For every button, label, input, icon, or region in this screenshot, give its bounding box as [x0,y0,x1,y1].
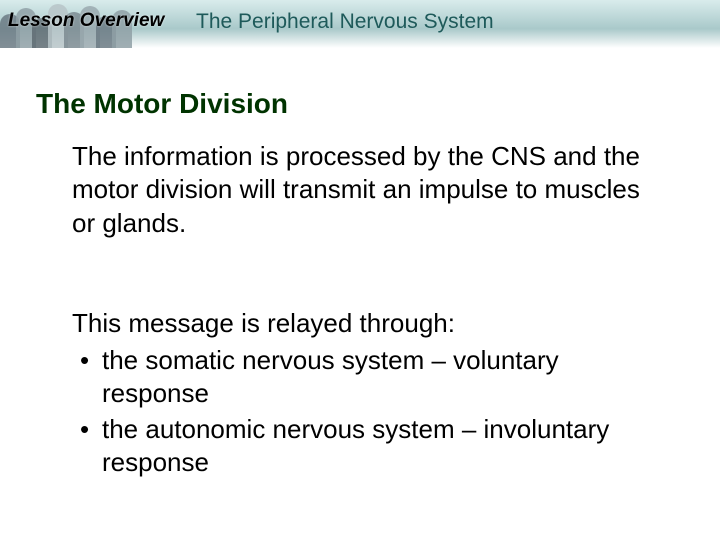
header-title: The Peripheral Nervous System [196,10,494,34]
header-bar: Lesson Overview The Peripheral Nervous S… [0,0,720,48]
relay-bullet-list: the somatic nervous system – voluntary r… [72,344,652,481]
body-paragraph: The information is processed by the CNS … [72,140,652,240]
lesson-overview-label: Lesson Overview [8,10,164,32]
section-title: The Motor Division [36,88,288,120]
list-item: the autonomic nervous system – involunta… [72,413,652,480]
slide: Lesson Overview The Peripheral Nervous S… [0,0,720,540]
list-item: the somatic nervous system – voluntary r… [72,344,652,411]
relay-intro: This message is relayed through: [72,308,652,339]
